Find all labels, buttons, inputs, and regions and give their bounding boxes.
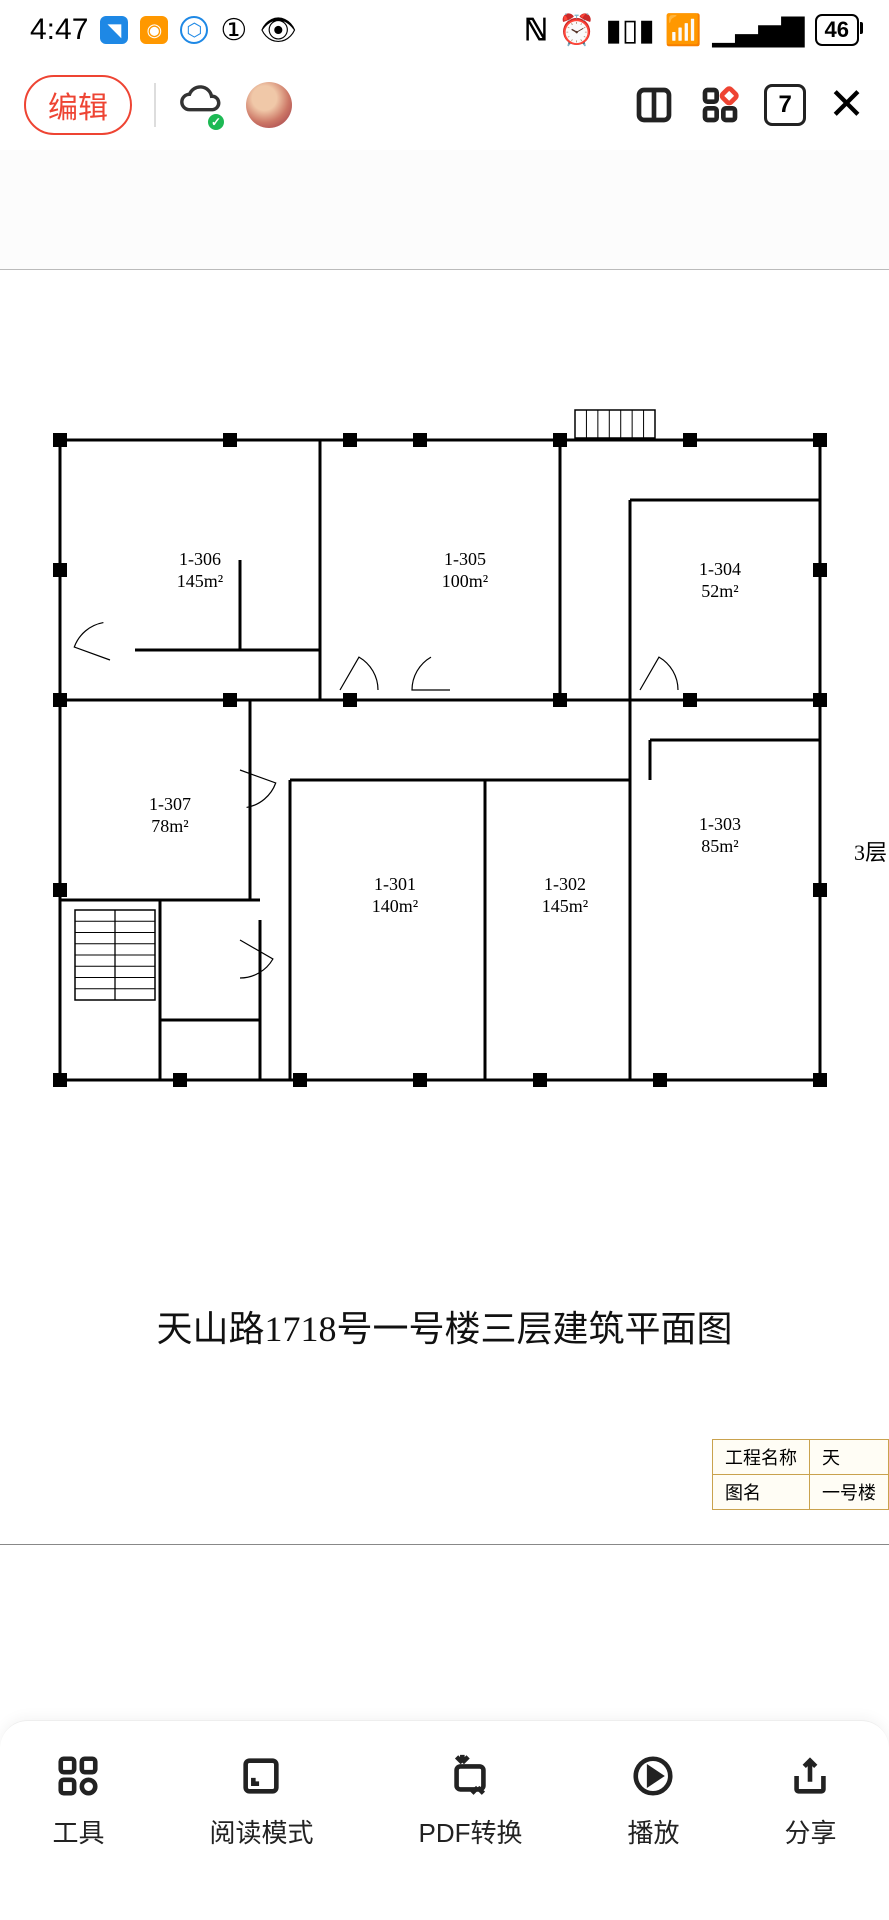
nav-pdf-convert[interactable]: PDF转换 xyxy=(418,1753,522,1850)
status-bar: 4:47 ◥ ◉ ⬡ ① 👁 ℕ ⏰ ▮▯▮ 📶 ▁▃▅▇ 46 xyxy=(0,0,889,60)
svg-text:1-302: 1-302 xyxy=(544,874,586,894)
info-row2-value: 一号楼 xyxy=(810,1475,889,1510)
svg-text:1-303: 1-303 xyxy=(699,814,741,834)
svg-text:1-301: 1-301 xyxy=(374,874,416,894)
info-row1-value: 天 xyxy=(810,1440,889,1475)
play-icon xyxy=(630,1753,676,1799)
tools-icon xyxy=(55,1753,101,1799)
tab-count-button[interactable]: 7 xyxy=(764,84,806,126)
svg-text:145m²: 145m² xyxy=(177,571,223,591)
nav-play[interactable]: 播放 xyxy=(627,1753,679,1850)
split-view-button[interactable] xyxy=(632,83,676,127)
alarm-icon: ⏰ xyxy=(558,13,595,48)
svg-text:140m²: 140m² xyxy=(372,896,418,916)
svg-text:1-307: 1-307 xyxy=(149,794,191,814)
info-row2-label: 图名 xyxy=(713,1475,810,1510)
nav-share[interactable]: 分享 xyxy=(784,1753,836,1850)
page-bottom-border xyxy=(0,1544,889,1545)
svg-text:1-305: 1-305 xyxy=(444,549,486,569)
close-button[interactable]: ✕ xyxy=(828,83,865,127)
share-icon xyxy=(787,1753,833,1799)
previous-page-edge xyxy=(0,150,889,270)
status-icon-clock: ① xyxy=(220,13,247,48)
pdf-convert-icon xyxy=(447,1753,493,1799)
sync-ok-icon xyxy=(206,112,226,132)
floorplan-title: 天山路1718号一号楼三层建筑平面图 xyxy=(0,1300,889,1352)
vibrate-icon: ▮▯▮ xyxy=(605,13,655,48)
wifi-icon: 📶 xyxy=(665,13,702,48)
reading-icon xyxy=(238,1753,284,1799)
nfc-icon: ℕ xyxy=(524,13,548,48)
nav-pdf-label: PDF转换 xyxy=(418,1813,522,1850)
svg-text:100m²: 100m² xyxy=(442,571,488,591)
toolbar-divider xyxy=(154,83,156,127)
cloud-sync-button[interactable] xyxy=(178,79,224,130)
nav-share-label: 分享 xyxy=(784,1813,836,1850)
split-icon xyxy=(634,85,674,125)
info-row1-label: 工程名称 xyxy=(713,1440,810,1475)
nav-reading[interactable]: 阅读模式 xyxy=(209,1753,313,1850)
floorplan-diagram: 1-306145m²1-305100m²1-30452m²1-30778m²1-… xyxy=(0,400,889,1150)
svg-text:85m²: 85m² xyxy=(701,836,738,856)
signal-icon: ▁▃▅▇ xyxy=(712,13,804,48)
nav-reading-label: 阅读模式 xyxy=(209,1813,313,1850)
grid-apps-button[interactable] xyxy=(698,83,742,127)
status-left: 4:47 ◥ ◉ ⬡ ① 👁 xyxy=(30,13,297,48)
drawing-info-table: 工程名称天 图名一号楼 xyxy=(712,1439,889,1510)
nav-play-label: 播放 xyxy=(627,1813,679,1850)
battery-indicator: 46 xyxy=(815,14,859,46)
edit-button[interactable]: 编辑 xyxy=(24,75,132,135)
svg-text:145m²: 145m² xyxy=(542,896,588,916)
svg-text:1-304: 1-304 xyxy=(699,559,741,579)
app-icon-1: ◥ xyxy=(100,16,128,44)
status-time: 4:47 xyxy=(30,13,88,47)
nav-tools-label: 工具 xyxy=(52,1813,104,1850)
document-page: 3层 1-306145m²1-305100m²1-30452m²1-30778m… xyxy=(0,270,889,1720)
svg-text:78m²: 78m² xyxy=(151,816,188,836)
bottom-toolbar: 工具 阅读模式 PDF转换 播放 分享 xyxy=(0,1720,889,1920)
app-icon-3: ⬡ xyxy=(180,16,208,44)
app-icon-2: ◉ xyxy=(140,16,168,44)
document-viewport[interactable]: 3层 1-306145m²1-305100m²1-30452m²1-30778m… xyxy=(0,150,889,1720)
status-icon-eye: 👁 xyxy=(259,13,297,48)
svg-text:52m²: 52m² xyxy=(701,581,738,601)
grid-icon xyxy=(700,85,740,125)
app-toolbar: 编辑 7 ✕ xyxy=(0,60,889,150)
status-right: ℕ ⏰ ▮▯▮ 📶 ▁▃▅▇ 46 xyxy=(524,13,859,48)
user-avatar[interactable] xyxy=(246,82,292,128)
nav-tools[interactable]: 工具 xyxy=(52,1753,104,1850)
svg-text:1-306: 1-306 xyxy=(179,549,221,569)
